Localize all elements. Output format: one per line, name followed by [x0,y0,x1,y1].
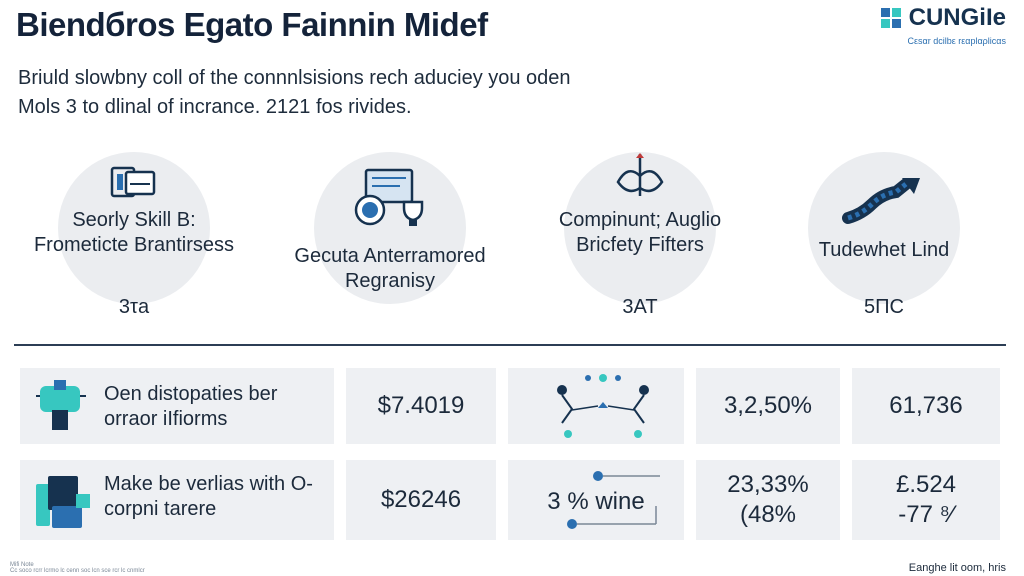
intro-line-1: Briuld slowbny coll of the connnlsisions… [18,67,571,89]
section-divider [14,344,1006,346]
footer-note-text: Cc soco rcrr lcrmo lc cenn soc lcn sce r… [10,568,145,574]
storage-boxes-icon [36,476,90,528]
certificate-trophy-icon [354,168,424,226]
stat-circle: Compinunt; Auglio Bricfety Fifters [559,152,721,304]
footer-note-title: Mifi Note [10,562,34,568]
row-percent: 23,33% (48% [727,471,809,528]
stat-value: 5ΠC [863,296,904,318]
stat-label: Seorly Skill B: Frometicte Brantirsess [33,209,235,256]
footer-note: Mifi Note Cc soco rcrr lcrmo lc cenn soc… [10,562,145,574]
row-amount: $7.4019 [377,392,465,419]
row-label: Oen distopaties ber orraor iIfiorms [104,383,278,430]
stat-card-3: Compinunt; Auglio Bricfety Fifters 3ΑΤ [540,152,740,318]
table-row-2-label-cell: Make be verlias with O-corpni tarere [20,460,334,540]
table-row-2-amount-cell: $26246 [346,460,496,540]
brand-logo: CUNGiIe Cεsαr dcilbε rεαplαρlicαs [836,4,1006,46]
table-row-1-count-cell: 61,736 [852,368,1000,444]
row-count: 61,736 [889,392,963,419]
table-row-2-count-cell: £.524 -77 ⁸⁄ [852,460,1000,540]
table-row-1-percent-cell: 3,2,50% [696,368,840,444]
compass-pen-icon [616,153,664,196]
stat-label: Tudewhet Lind [818,239,950,261]
slider-graph-icon [567,471,660,529]
row-label: Make be verlias with O-corpni tarere [104,473,313,520]
stat-card-2: Gecuta Anterramored Regranisy [290,152,490,304]
table-row-2-percent-cell: 23,33% (48% [696,460,840,540]
row-percent: 3,2,50% [723,392,813,419]
network-figures-icon [557,374,649,438]
stat-circle: Tudewhet Lind [808,152,960,304]
table-row-1-graphic-cell [508,368,684,444]
table-row-2-graphic-cell: 3 % wine [508,460,684,540]
stat-circle: Seorly Skill B: Frometicte Brantirsess [34,152,234,304]
diagnostic-device-icon [36,380,86,430]
trend-arrow-icon [842,178,920,224]
intro-text: Briuld slowbny coll of the connnlsisions… [18,64,638,122]
page-title: Biendбros Egato Fainnin Midef [16,6,488,43]
stat-circle: Gecuta Anterramored Regranisy [294,152,486,304]
table-row-1-amount-cell: $7.4019 [346,368,496,444]
stat-label: Compinunt; Auglio Bricfety Fifters [558,209,722,256]
stat-card-1: Seorly Skill B: Frometicte Brantirsess 3… [34,152,234,318]
row-graphic-text: 3 % wine [547,488,645,515]
stat-value: 3ΑΤ [622,296,658,318]
footer-credit: Eanghe lit oom, hris [908,562,1006,574]
intro-line-2: Mols 3 to dlinal of incrance. 2121 fos r… [18,96,412,118]
brand-tagline: Cεsαr dcilbε rεαplαρlicαs [907,36,1006,46]
stat-value: 3τa [118,296,150,318]
tablet-icon [110,166,156,198]
row-amount: $26246 [380,486,462,513]
brand-mark-icon [880,8,901,28]
brand-name: CUNGiIe [908,4,1006,31]
table-row-1-label-cell: Oen distopaties ber orraor iIfiorms [20,368,334,444]
row-count: £.524 -77 ⁸⁄ [895,471,957,528]
stat-label: Gecuta Anterramored Regranisy [294,245,486,292]
stat-card-4: Tudewhet Lind 5ΠC [784,152,984,318]
